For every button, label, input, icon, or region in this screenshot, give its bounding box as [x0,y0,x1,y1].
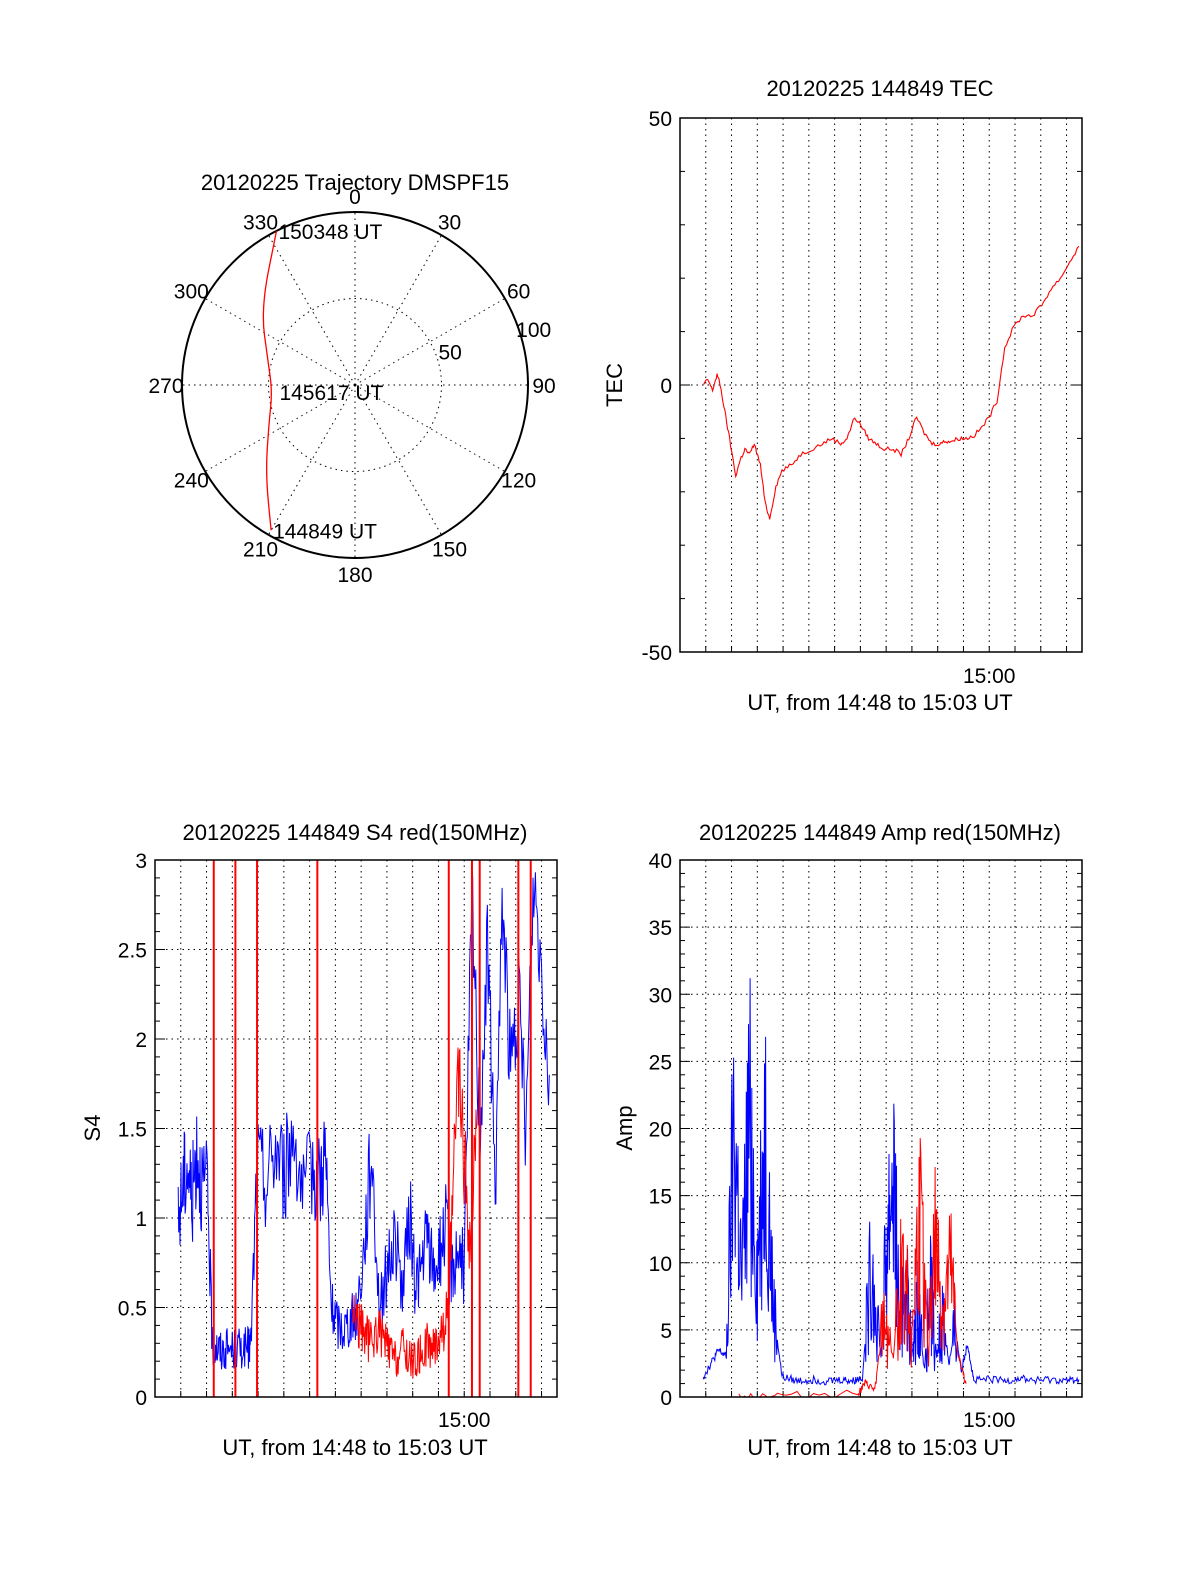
polar-angle-label: 330 [243,211,278,234]
polar-outer-circle [181,211,529,559]
tec-tick-labels: -50 0 50 [642,108,672,665]
polar-spoke [204,298,356,386]
amp-blue-series-line [702,978,1080,1386]
tec-xlabel: UT, from 14:48 to 15:03 UT [747,690,1012,715]
tec-panel: 20120225 144849 TEC -50 0 50 15:00 UT, fro… [602,76,1083,715]
amp-series [702,978,1080,1397]
tec-title: 20120225 144849 TEC [766,76,993,101]
polar-spoke [268,234,356,386]
y-tick-label: 2 [135,1029,147,1052]
y-tick-label: 40 [649,850,672,873]
y-tick-label: 0 [660,1387,672,1410]
polar-angle-label: 60 [507,281,530,304]
polar-angle-label: 240 [174,470,209,493]
track-time-label: 150348 UT [278,221,382,244]
polar-spoke [354,384,442,536]
y-tick-label: 30 [649,984,672,1007]
y-tick-label: 50 [649,108,672,131]
s4-tick-labels: 0 0.5 1 1.5 2 2.5 3 [118,850,147,1410]
amp-tick-labels: 0 5 10 15 20 25 30 35 40 [649,850,672,1410]
y-tick-label: 5 [660,1320,672,1343]
amp-title: 20120225 144849 Amp red(150MHz) [699,820,1061,845]
s4-panel: 20120225 144849 S4 red(150MHz) 0 0.5 1 1.5 2… [80,820,558,1460]
trajectory-track-labels: 150348 UT 145617 UT 144849 UT [273,221,383,543]
tec-xtick-label: 15:00 [963,665,1016,688]
amp-xtick-label: 15:00 [963,1409,1016,1432]
track-time-label: 144849 UT [273,520,377,543]
polar-spoke [354,234,442,386]
s4-plot-frame [154,859,558,1398]
y-tick-label: 1 [135,1208,147,1231]
amp-ylabel: Amp [612,1105,637,1150]
y-tick-label: 35 [649,917,672,940]
s4-xtick-label: 15:00 [438,1409,491,1432]
s4-red-series-line [352,1047,478,1379]
tec-plot-frame [679,117,1083,653]
s4-blue-series-line [177,862,550,1370]
polar-angle-label: 300 [174,281,209,304]
y-tick-label: 0.5 [118,1298,147,1321]
tec-red-series-line [703,245,1080,520]
tec-ylabel: TEC [602,363,627,407]
polar-inner-circle [268,298,442,472]
polar-angle-label: 0 [349,186,361,209]
y-tick-label: 15 [649,1186,672,1209]
polar-spoke [268,384,356,536]
s4-grid [155,859,557,1398]
polar-angle-label: 90 [532,375,555,398]
polar-angle-label: 150 [432,539,467,562]
y-tick-label: 0 [135,1387,147,1410]
tec-grid [680,117,1082,653]
polar-angle-labels: 0 30 60 90 120 150 180 210 240 270 300 330 [148,186,555,587]
polar-angle-label: 30 [438,211,461,234]
polar-spoke [354,384,506,472]
s4-title: 20120225 144849 S4 red(150MHz) [183,820,528,845]
amp-red-series-line [738,1138,967,1397]
amp-xlabel: UT, from 14:48 to 15:03 UT [747,1435,1012,1460]
polar-angle-label: 120 [501,470,536,493]
s4-xlabel: UT, from 14:48 to 15:03 UT [222,1435,487,1460]
y-tick-label: 0 [660,375,672,398]
trajectory-panel: 20120225 Trajectory DMSPF15 0 30 60 90 120 15… [148,170,555,587]
y-tick-label: -50 [642,642,672,665]
y-tick-label: 1.5 [118,1119,147,1142]
y-tick-label: 10 [649,1253,672,1276]
polar-radial-labels: 50 100 [438,319,551,364]
amp-plot-frame [679,859,1083,1398]
y-tick-label: 2.5 [118,940,147,963]
tec-series [703,245,1080,520]
polar-spoke [204,384,356,472]
polar-radial-label: 50 [438,342,461,365]
trajectory-track [262,230,278,531]
polar-grid [181,211,529,559]
polar-spoke [354,298,506,386]
polar-angle-label: 210 [243,539,278,562]
polar-angle-label: 180 [337,564,372,587]
y-tick-label: 3 [135,850,147,873]
amp-panel: 20120225 144849 Amp red(150MHz) 0 5 10 15 20… [612,820,1083,1460]
polar-radial-label: 100 [516,319,551,342]
y-tick-label: 20 [649,1119,672,1142]
s4-series [177,860,550,1397]
trajectory-title: 20120225 Trajectory DMSPF15 [201,170,509,195]
polar-angle-label: 270 [148,375,183,398]
y-tick-label: 25 [649,1051,672,1074]
s4-ylabel: S4 [80,1115,105,1142]
track-time-label: 145617 UT [279,382,383,405]
